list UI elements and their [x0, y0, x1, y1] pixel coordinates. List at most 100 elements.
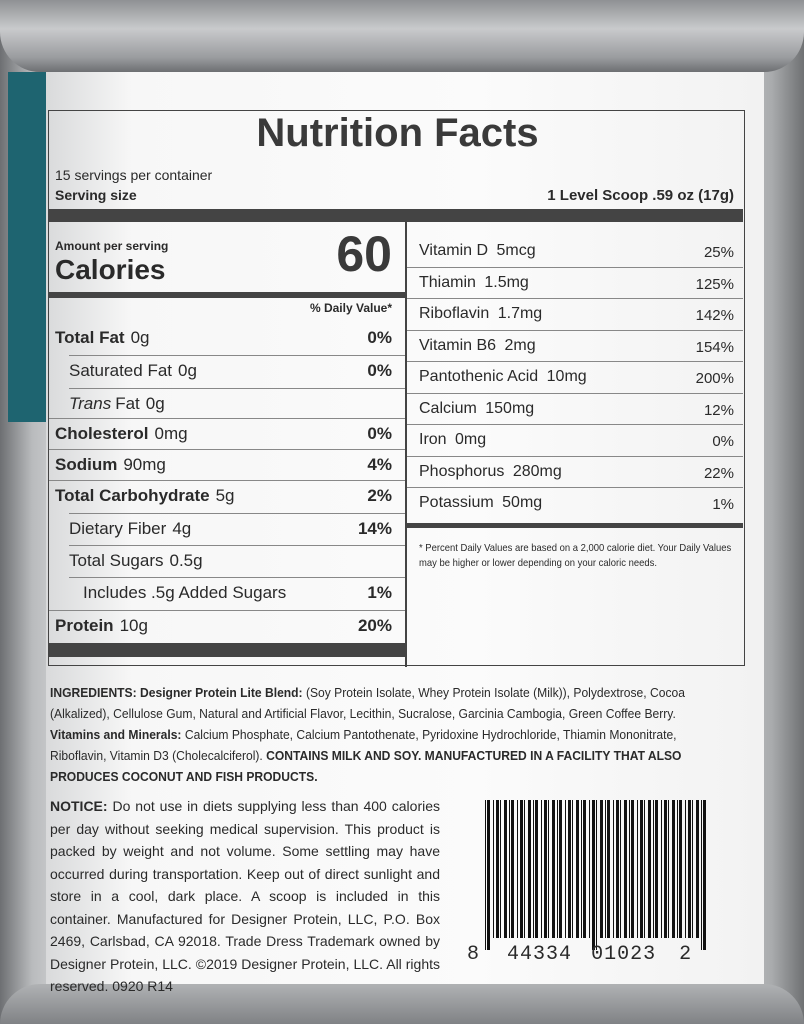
row-divider	[49, 449, 405, 450]
barcode-bar	[631, 800, 634, 938]
barcode-bar	[565, 800, 566, 938]
barcode-bar	[517, 800, 518, 938]
barcode-bar	[533, 800, 534, 938]
vitamin-amount: 1.7mg	[497, 305, 543, 322]
allergen-statement: CONTAINS MILK AND SOY. MANUFACTURED IN A…	[50, 748, 682, 784]
blend-label: Designer Protein Lite Blend:	[140, 685, 303, 700]
vitamin-amount: 0mg	[455, 431, 487, 448]
barcode-bar	[576, 800, 579, 938]
barcode-last-digit: 2	[679, 943, 693, 966]
nutrient-name: Saturated Fat	[69, 361, 173, 380]
vitamin-amount: 10mg	[546, 368, 587, 385]
barcode-bar	[668, 800, 669, 938]
divider-medium	[49, 292, 405, 298]
nutrient-name: Sodium	[55, 455, 118, 474]
barcode	[485, 800, 706, 950]
row-divider	[407, 392, 743, 394]
vitamin-daily-value: 142%	[695, 307, 734, 324]
vitamin-name: Vitamin B6	[419, 336, 497, 354]
barcode-bar	[629, 800, 630, 938]
serving-size-label: Serving size	[55, 187, 137, 203]
vitamin-name: Phosphorus	[419, 462, 505, 480]
barcode-bar	[548, 800, 549, 938]
row-divider	[407, 487, 743, 488]
calories-label: Calories	[55, 254, 166, 285]
nutrient-name: Dietary Fiber	[69, 519, 167, 538]
barcode-bar	[493, 800, 494, 938]
nutrient-row: Includes .5g Added Sugars	[83, 583, 292, 603]
barcode-bar	[677, 800, 678, 938]
nutrient-amount: 0g	[178, 361, 197, 380]
nutrient-daily-value: 0%	[367, 328, 392, 347]
nutrient-daily-value: 2%	[367, 486, 392, 505]
row-divider	[407, 266, 743, 268]
nutrient-row: Saturated Fat 0g	[69, 361, 197, 381]
ingredients: INGREDIENTS: Designer Protein Lite Blend…	[50, 682, 701, 787]
vitamin-row: Thiamin 1.5mg	[419, 274, 529, 292]
blend-text: (Soy Protein Isolate, Whey Protein Isola…	[50, 685, 685, 721]
vitamin-daily-value: 200%	[695, 370, 734, 387]
nutrient-row: Trans Fat 0g	[69, 394, 165, 414]
barcode-bar	[511, 800, 514, 938]
barcode-first-digit: 8	[467, 943, 481, 966]
divider-thick-right	[407, 523, 743, 528]
servings-per-container: 15 servings per container	[55, 167, 213, 183]
barcode-bar	[607, 800, 610, 938]
barcode-bar	[648, 800, 651, 938]
barcode-bar	[596, 800, 597, 950]
divider-thick	[49, 209, 743, 222]
barcode-bar	[581, 800, 582, 938]
nutrient-amount: 5g	[215, 486, 235, 505]
vitamin-daily-value: 0%	[712, 433, 734, 450]
vitamin-daily-value: 12%	[703, 401, 734, 419]
nutrient-amount: 0g	[130, 328, 150, 347]
notice: NOTICE: Do not use in diets supplying le…	[50, 795, 440, 998]
barcode-bar	[661, 800, 662, 938]
row-divider	[49, 418, 405, 419]
barcode-bar	[692, 800, 693, 938]
serving-size-value: 1 Level Scoop .59 oz (17g)	[547, 187, 734, 204]
nutrient-row: Cholesterol 0mg	[55, 424, 188, 444]
vitamin-row: Iron 0mg	[419, 431, 486, 449]
barcode-bar	[589, 800, 590, 938]
nutrient-name: Trans	[69, 394, 112, 413]
vitamin-amount: 280mg	[512, 462, 562, 480]
column-divider	[405, 222, 407, 667]
nutrient-row: Total Fat 0g	[55, 328, 150, 348]
vitamin-row: Pantothenic Acid 10mg	[419, 368, 587, 386]
barcode-bar	[528, 800, 531, 938]
nutrient-name: Protein	[55, 616, 114, 635]
row-divider	[407, 424, 743, 425]
nutrient-amount: 90mg	[123, 455, 166, 474]
barcode-bar	[672, 800, 675, 938]
barcode-number: 8 44334 01023 2	[467, 943, 717, 966]
vitamin-amount: 2mg	[504, 336, 536, 354]
divider-bottom	[49, 643, 405, 657]
barcode-bar	[644, 800, 645, 938]
barcode-bar	[613, 800, 614, 938]
teal-stripe	[8, 72, 46, 422]
barcode-bar	[616, 800, 619, 938]
vitamin-amount: 150mg	[485, 399, 535, 417]
nutrient-name: Total Carbohydrate	[55, 486, 210, 505]
vitamins-text: Calcium Phosphate, Calcium Pantothenate,…	[50, 727, 677, 763]
row-divider	[49, 480, 405, 481]
barcode-bar	[568, 800, 571, 938]
nutrient-row: Dietary Fiber 4g	[69, 519, 191, 539]
vitamin-name: Thiamin	[419, 273, 476, 291]
nutrient-daily-value: 20%	[357, 616, 392, 635]
vitamin-amount: 50mg	[502, 494, 543, 511]
barcode-bar	[544, 800, 547, 938]
barcode-bar	[600, 800, 603, 938]
notice-label: NOTICE:	[50, 798, 108, 814]
barcode-bar	[592, 800, 595, 950]
barcode-bar	[509, 800, 510, 938]
vitamin-row: Riboflavin 1.7mg	[419, 305, 542, 323]
barcode-bar	[496, 800, 499, 938]
barcode-left-digits: 44334	[507, 943, 573, 966]
vitamin-row: Potassium 50mg	[419, 494, 542, 512]
barcode-bar	[701, 800, 702, 950]
barcode-bar	[688, 800, 691, 938]
nutrient-amount: 4g	[172, 519, 192, 538]
daily-value-header: % Daily Value*	[309, 301, 392, 315]
